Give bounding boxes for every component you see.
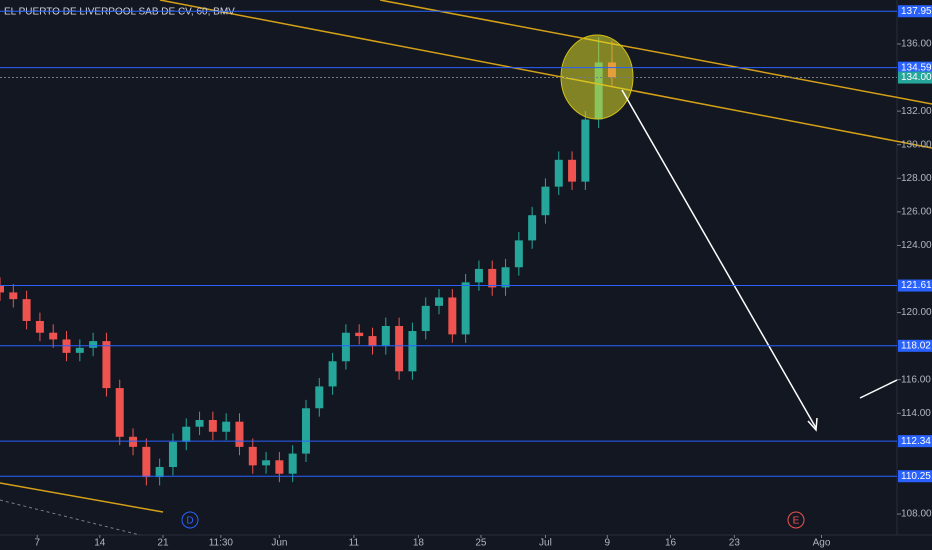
plot: [0, 37, 616, 486]
candle-body: [182, 426, 191, 442]
x-tick-label: 23: [729, 538, 741, 549]
trend-line: [379, 0, 932, 105]
candle-body: [328, 361, 337, 387]
level-label: 118.02: [901, 340, 931, 351]
x-tick-label: 16: [665, 538, 677, 549]
dashed-line: [0, 499, 141, 536]
x-tick-label: 21: [157, 538, 169, 549]
y-tick-label: 114.00: [901, 408, 931, 419]
y-tick-label: 126.00: [901, 206, 932, 217]
trend-line: [159, 0, 932, 149]
x-tick-label: 7: [34, 538, 40, 549]
candle-body: [195, 420, 204, 427]
highlight-ellipse: [560, 34, 634, 120]
x-tick-label: Jul: [539, 538, 552, 549]
arrow-head: [807, 417, 818, 432]
candle-body: [368, 336, 377, 347]
candle-body: [222, 421, 231, 432]
level-label-box: [898, 5, 932, 18]
candle-body: [208, 420, 217, 432]
candle-body: [22, 299, 31, 321]
candle-body: [142, 446, 151, 478]
event-label: D: [186, 516, 193, 527]
level-label: 121.61: [901, 280, 932, 291]
event-marker: [181, 511, 199, 529]
candle-body: [435, 297, 444, 306]
event-label: E: [793, 516, 800, 527]
y-tick-label: 136.00: [901, 39, 932, 50]
level-label-box: [898, 435, 932, 448]
candle-body: [501, 267, 510, 288]
candle-body: [235, 421, 244, 447]
trend-line: [0, 482, 164, 513]
chart-title: EL PUERTO DE LIVERPOOL SAB DE CV, 60, BM…: [4, 7, 235, 18]
candle-body: [448, 297, 457, 335]
level-label-box: [898, 279, 932, 292]
x-tick-label: 25: [475, 538, 487, 549]
level-label: 112.34: [901, 436, 931, 447]
candle-body: [248, 446, 257, 466]
candle-body: [381, 326, 390, 347]
candle-body: [35, 320, 44, 333]
x-tick-label: Ago: [813, 538, 831, 549]
candle-body: [155, 467, 164, 478]
event-marker: [787, 511, 805, 529]
candle-body: [9, 292, 18, 300]
x-tick-label: 11:30: [209, 538, 234, 549]
x-tick-label: 14: [94, 538, 106, 549]
y-tick-label: 120.00: [901, 307, 932, 318]
candle-body: [89, 341, 98, 348]
candle-body: [262, 460, 271, 466]
candle-body: [421, 305, 430, 332]
candle-body: [514, 240, 523, 268]
candle-body: [75, 347, 84, 353]
x-tick-label: 9: [605, 538, 611, 549]
candle-body: [168, 441, 177, 468]
candle-body: [102, 341, 111, 389]
level-label: 110.25: [901, 471, 931, 482]
level-label-box: [898, 339, 932, 352]
candle-body: [474, 268, 483, 283]
level-label-box: [898, 61, 932, 74]
candle-body: [581, 119, 590, 182]
ray: [859, 379, 898, 399]
level-label: 134.00: [901, 72, 932, 83]
candle-body: [129, 436, 138, 447]
candle-body: [568, 159, 577, 182]
y-tick-label: 128.00: [901, 173, 932, 184]
level-label: 137.95: [901, 6, 932, 17]
candle-body: [288, 453, 297, 474]
candle-body: [355, 332, 364, 337]
candle-body: [315, 386, 324, 409]
y-tick-label: 116.00: [901, 374, 931, 385]
candle-body: [461, 282, 470, 335]
level-label: 134.59: [901, 62, 932, 73]
x-tick-label: 18: [413, 538, 425, 549]
candle-body: [395, 326, 404, 372]
candle-body: [301, 408, 310, 454]
candle-body: [115, 388, 124, 437]
y-tick-label: 108.00: [901, 509, 932, 520]
y-tick-label: 132.00: [901, 106, 932, 117]
candle-body: [408, 331, 417, 372]
candle-body: [488, 268, 497, 288]
y-tick-label: 124.00: [901, 240, 932, 251]
level-label-box: [898, 470, 932, 483]
level-label-box: [898, 71, 932, 84]
candle-body: [49, 332, 58, 340]
candle-body: [554, 159, 563, 187]
x-tick-label: 11: [349, 538, 360, 549]
candle-body: [541, 186, 550, 216]
arrow: [621, 89, 817, 429]
candle-body: [0, 285, 4, 293]
candle-body: [528, 215, 537, 241]
x-tick-label: Jun: [271, 538, 287, 549]
candle-body: [341, 332, 350, 362]
y-tick-label: 130.00: [901, 139, 932, 150]
candle-body: [275, 460, 284, 474]
